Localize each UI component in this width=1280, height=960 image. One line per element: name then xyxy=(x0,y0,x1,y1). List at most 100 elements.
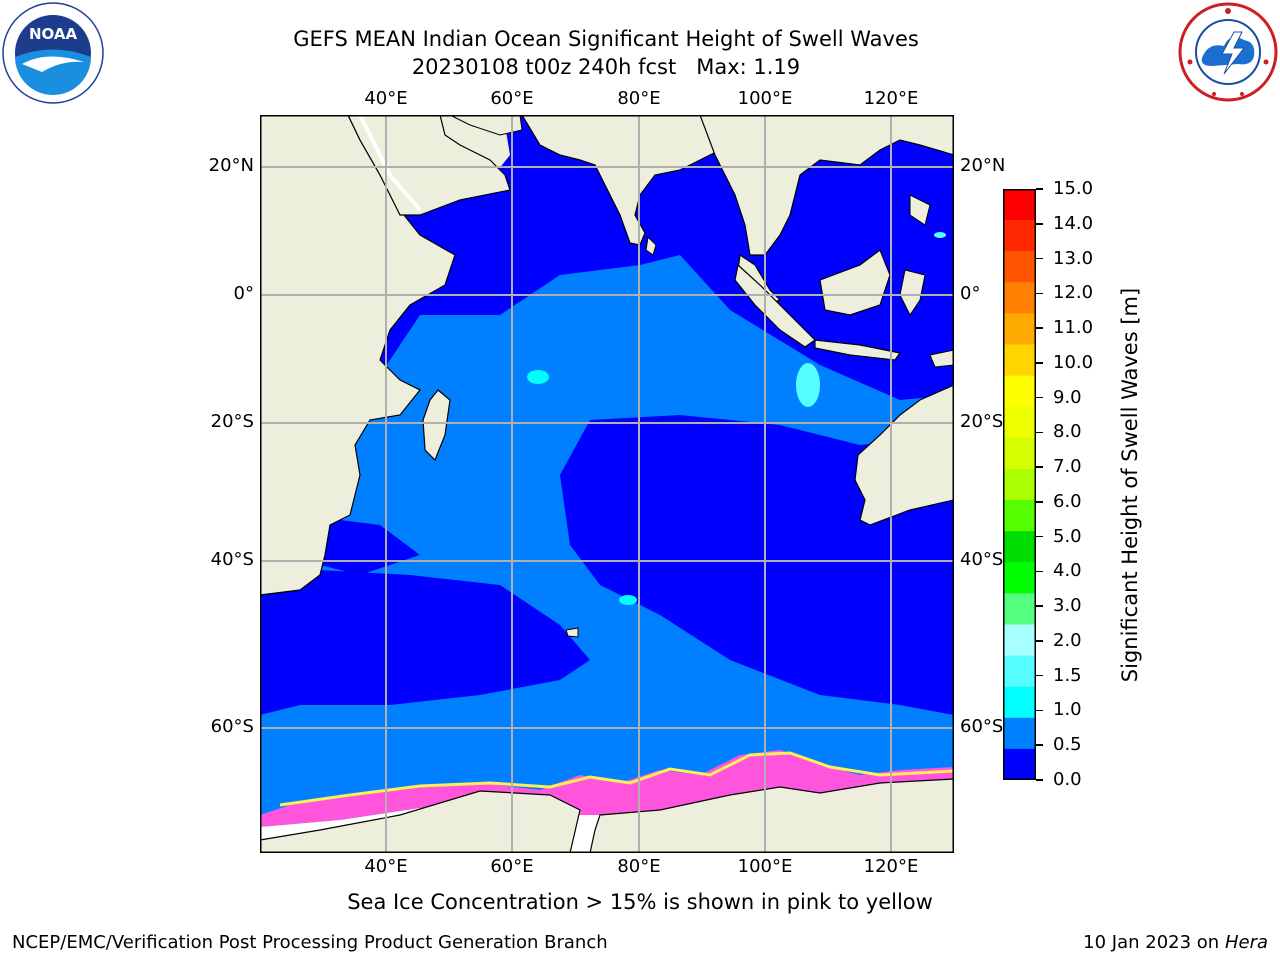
colorbar-tick-label: 0.0 xyxy=(1053,769,1082,790)
colorbar-tick xyxy=(1036,535,1043,538)
colorbar-swatch xyxy=(1003,717,1036,750)
colorbar xyxy=(1003,189,1036,780)
sea-ice-note: Sea Ice Concentration > 15% is shown in … xyxy=(347,890,933,914)
map-subtitle: 20230108 t00z 240h fcst Max: 1.19 xyxy=(411,55,801,79)
colorbar-tick-label: 8.0 xyxy=(1053,421,1082,443)
land-madagascar xyxy=(422,389,451,462)
nws-logo xyxy=(1178,2,1278,102)
colorbar-swatch xyxy=(1003,655,1036,688)
lon-tick-label: 80°E xyxy=(617,88,661,109)
lat-tick-label: 60°S xyxy=(210,716,254,737)
land-antarctica xyxy=(260,790,581,853)
colorbar-swatch xyxy=(1003,437,1036,470)
lat-tick-label: 20°N xyxy=(960,155,1006,176)
colorbar-tick xyxy=(1036,501,1043,503)
colorbar-tick xyxy=(1036,188,1043,190)
ocean-low-southwest xyxy=(260,570,590,715)
colorbar-swatch xyxy=(1003,562,1036,594)
colorbar-swatch xyxy=(1003,748,1036,780)
land-borneo xyxy=(819,249,891,316)
lat-tick-label: 60°S xyxy=(960,716,1004,737)
lat-tick-label: 20°S xyxy=(210,411,254,432)
colorbar-swatch xyxy=(1003,313,1036,346)
colorbar-tick-label: 0.5 xyxy=(1053,734,1082,756)
gridlines xyxy=(260,115,954,853)
colorbar-tick xyxy=(1036,709,1043,712)
colorbar-swatch xyxy=(1003,593,1036,625)
colorbar-tick xyxy=(1036,396,1043,399)
lon-tick-label: 120°E xyxy=(863,856,919,877)
colorbar-swatch xyxy=(1003,531,1036,563)
lon-tick-label: 40°E xyxy=(364,856,408,877)
colorbar-tick xyxy=(1036,744,1043,746)
footer-machine: Hera xyxy=(1224,932,1268,953)
lon-tick-label: 80°E xyxy=(617,856,661,877)
high-swell-patch xyxy=(527,370,549,384)
lon-tick-label: 100°E xyxy=(737,88,793,109)
lat-tick-label: 0° xyxy=(233,283,254,304)
colorbar-tick xyxy=(1036,640,1043,642)
colorbar-swatch xyxy=(1003,500,1036,532)
colorbar-tick xyxy=(1036,431,1043,434)
lat-tick-label: 40°S xyxy=(960,549,1004,570)
colorbar-tick-label: 5.0 xyxy=(1053,525,1082,547)
colorbar-swatch xyxy=(1003,686,1036,719)
colorbar-swatch xyxy=(1003,251,1036,283)
ocean-low-central xyxy=(560,415,954,715)
lon-tick-label: 60°E xyxy=(490,88,534,109)
footer-date-text: 10 Jan 2023 on xyxy=(1083,932,1220,953)
colorbar-tick-label: 7.0 xyxy=(1053,456,1082,478)
lat-tick-label: 0° xyxy=(960,283,981,304)
colorbar-tick-label: 1.5 xyxy=(1053,664,1082,686)
colorbar-swatch xyxy=(1003,344,1036,377)
colorbar-tick-label: 4.0 xyxy=(1053,560,1082,582)
colorbar-tick-label: 15.0 xyxy=(1053,178,1094,199)
colorbar-title: Significant Height of Swell Waves [m] xyxy=(1118,287,1142,683)
high-swell-patch xyxy=(619,595,637,605)
colorbar-tick-label: 13.0 xyxy=(1053,247,1094,269)
lon-tick-label: 100°E xyxy=(737,856,793,877)
map-title: GEFS MEAN Indian Ocean Significant Heigh… xyxy=(293,27,919,51)
colorbar-tick xyxy=(1036,362,1043,364)
colorbar-tick xyxy=(1036,674,1043,677)
lat-tick-label: 40°S xyxy=(210,549,254,570)
colorbar-swatch xyxy=(1003,624,1036,657)
colorbar-tick-label: 9.0 xyxy=(1053,386,1082,408)
noaa-logo: NOAA xyxy=(2,2,104,104)
land-southeast-asia xyxy=(699,115,954,256)
colorbar-tick xyxy=(1036,292,1043,295)
colorbar-tick xyxy=(1036,327,1043,329)
colorbar-swatch xyxy=(1003,468,1036,501)
map-frame xyxy=(260,115,954,853)
colorbar-tick xyxy=(1036,257,1043,260)
lon-tick-label: 60°E xyxy=(490,856,534,877)
colorbar-tick-label: 11.0 xyxy=(1053,317,1094,339)
colorbar-tick xyxy=(1036,605,1043,607)
colorbar-tick-label: 1.0 xyxy=(1053,699,1082,721)
colorbar-tick-label: 14.0 xyxy=(1053,212,1094,234)
colorbar-tick-label: 2.0 xyxy=(1053,629,1082,651)
footer-date: 10 Jan 2023 on Hera xyxy=(1083,932,1268,953)
colorbar-tick-label: 3.0 xyxy=(1053,595,1082,617)
colorbar-tick-label: 10.0 xyxy=(1053,351,1094,373)
high-swell-patch xyxy=(796,363,820,407)
swell-map xyxy=(260,115,954,853)
colorbar-tick-label: 12.0 xyxy=(1053,282,1094,304)
lat-tick-label: 20°N xyxy=(208,155,254,176)
sea-ice-pink xyxy=(260,750,954,827)
colorbar-tick xyxy=(1036,570,1043,573)
colorbar-tick xyxy=(1036,466,1043,468)
high-swell-patch xyxy=(934,232,946,238)
colorbar-swatch xyxy=(1003,189,1036,221)
footer-credit: NCEP/EMC/Verification Post Processing Pr… xyxy=(12,932,608,953)
sea-ice-yellow xyxy=(279,751,954,807)
colorbar-swatch xyxy=(1003,282,1036,314)
colorbar-tick xyxy=(1036,223,1043,225)
colorbar-swatch xyxy=(1003,220,1036,252)
colorbar-swatch xyxy=(1003,406,1036,439)
colorbar-swatch xyxy=(1003,375,1036,408)
lon-tick-label: 40°E xyxy=(364,88,408,109)
colorbar-tick-label: 6.0 xyxy=(1053,490,1082,512)
land-australia xyxy=(854,384,954,526)
lon-tick-label: 120°E xyxy=(863,88,919,109)
